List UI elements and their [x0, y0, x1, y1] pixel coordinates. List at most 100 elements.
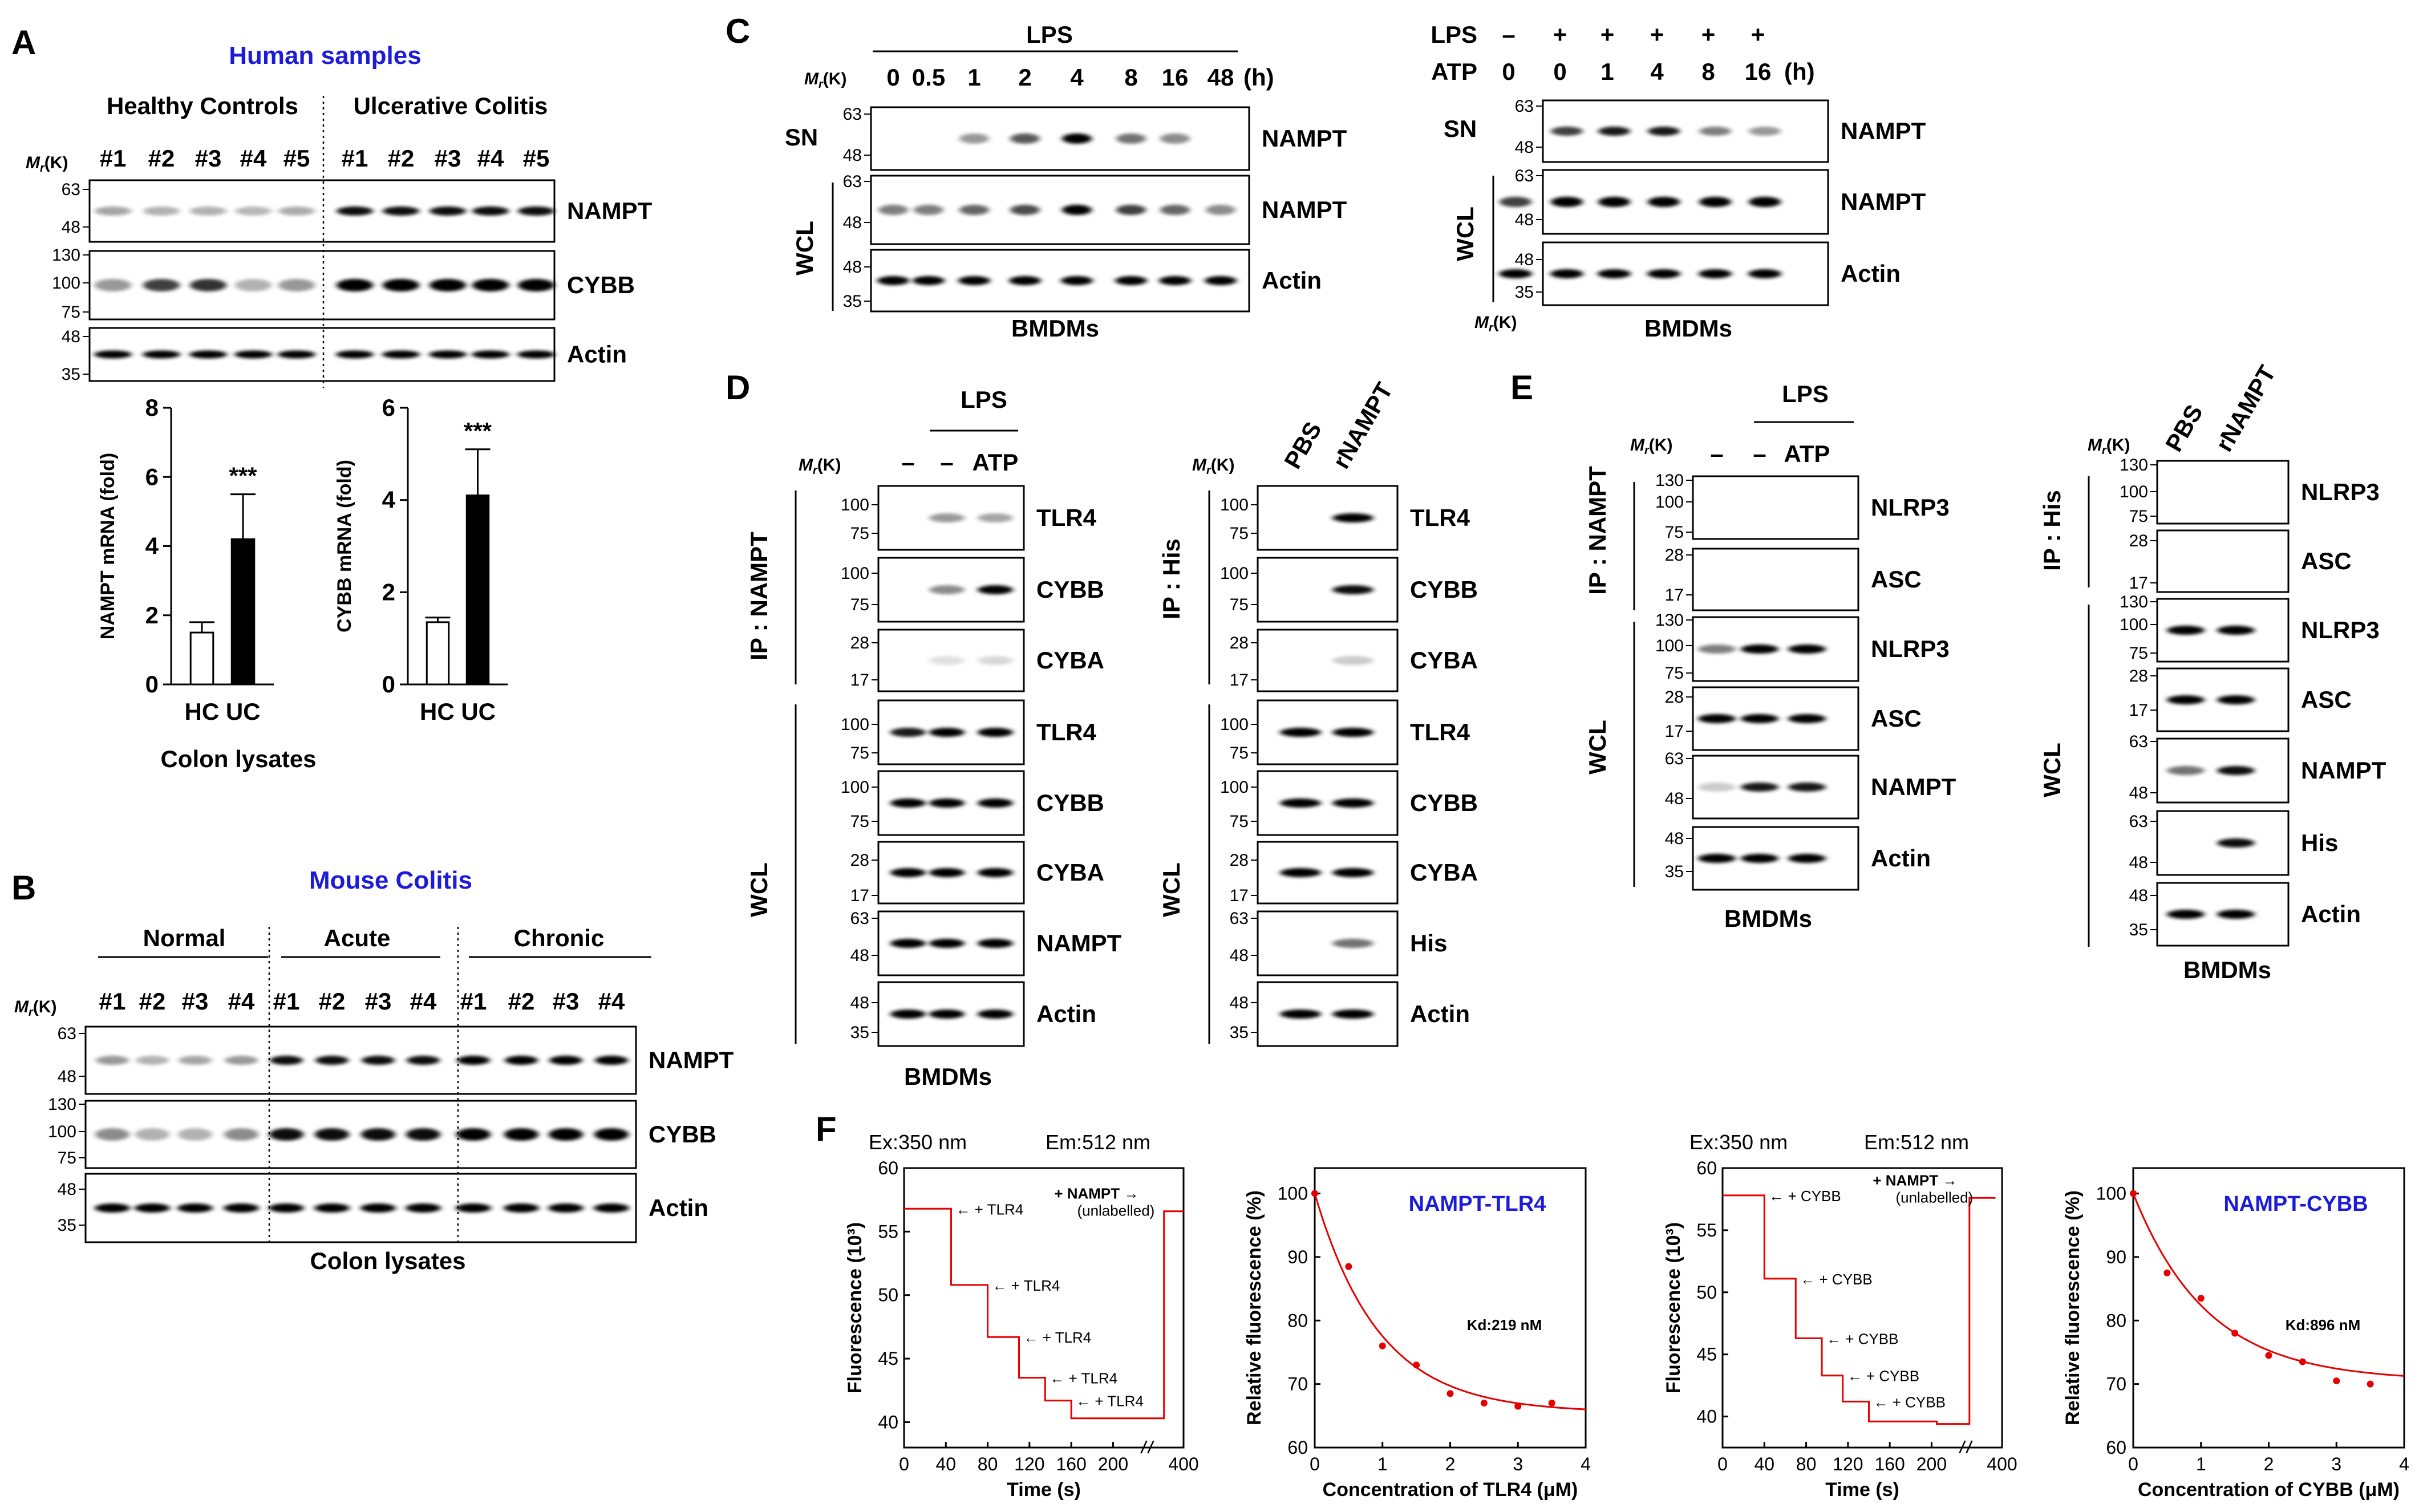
bar-chart-1-significance: *** — [464, 417, 492, 444]
binding-chart-3-data-point — [1446, 1390, 1454, 1397]
panel-c-right-actin-band — [1699, 269, 1732, 278]
panel-d-right-blot-4-marker-label: 75 — [1230, 812, 1249, 831]
panel-d-right-blot-0-frame — [1257, 485, 1399, 551]
binding-chart-5-data-point — [2163, 1269, 2171, 1276]
panel-d-left-blot-4-band — [978, 798, 1013, 808]
panel-b-actin-band — [314, 1203, 350, 1213]
step-chart-4-x-tick-label: 200 — [1916, 1454, 1947, 1474]
panel-d-right-blot-5-marker-label: 28 — [1230, 851, 1249, 870]
panel-b-nampt-band — [595, 1056, 628, 1065]
panel-b-nampt-band — [362, 1056, 395, 1065]
panel-d-right-blot-5-band — [1332, 868, 1373, 877]
panel-b-nampt-band — [270, 1056, 303, 1065]
panel-a-actin-band — [472, 350, 509, 359]
panel-d-right-blot-7-protein-label: Actin — [1410, 1000, 1470, 1027]
panel-c-sn-nampt-protein-label: NAMPT — [1262, 125, 1347, 152]
panel-b-lane-label: #2 — [139, 988, 166, 1015]
step-chart-2-axis-break — [1140, 1440, 1148, 1454]
bar-chart-0-y-tick-label: 8 — [145, 394, 159, 421]
panel-e-left-blot-1-frame — [1692, 548, 1859, 611]
panel-c-right-actin-band — [1748, 269, 1781, 278]
panel-d-right-blot-2-marker-label: 28 — [1230, 634, 1249, 652]
panel-e-right-blot-2-marker-label: 100 — [2120, 615, 2148, 634]
panel-e-lps: LPS — [1782, 380, 1829, 407]
panel-c-right-wcl-nampt-frame — [1542, 169, 1829, 235]
step-chart-2-nampt-label: + NAMPT → — [1054, 1185, 1138, 1202]
panel-b-footer: Colon lysates — [310, 1247, 465, 1274]
step-chart-2-addition-label: ← + TLR4 — [955, 1201, 1023, 1218]
panel-c-right-actin-band — [1499, 269, 1532, 278]
panel-d-left-blot-4-band — [929, 798, 965, 808]
panel-c-sn-nampt-frame — [870, 106, 1250, 171]
step-chart-4-y-tick-label: 40 — [1696, 1406, 1717, 1427]
panel-b-lane-label: #1 — [460, 988, 487, 1015]
panel-c-actin-band — [1205, 276, 1237, 285]
panel-a-nampt-band — [278, 206, 315, 216]
panel-d-left-blot-6-marker-label: 48 — [850, 946, 869, 965]
panel-b-actin-band — [456, 1203, 491, 1213]
panel-c-right-atp-value: 0 — [1553, 58, 1566, 85]
binding-chart-5-data-point — [2265, 1352, 2272, 1359]
panel-e-footer: BMDMs — [1724, 905, 1812, 932]
panel-d-left-wcl: WCL — [745, 862, 772, 917]
binding-chart-3-data-point — [1345, 1263, 1352, 1270]
panel-c-wcl-nampt-band — [959, 205, 989, 215]
panel-a-nampt-band — [518, 206, 554, 216]
bar-chart-0-y-tick-label: 6 — [145, 463, 159, 490]
panel-e-right-blot-1-marker-label: 28 — [2129, 532, 2148, 550]
panel-b-letter: B — [11, 869, 36, 907]
bar-chart-1-y-tick-label: 2 — [382, 578, 395, 605]
step-chart-2-x-tick-label: 0 — [899, 1454, 909, 1474]
panel-d-right-blot-0-marker-label: 100 — [1220, 496, 1249, 514]
panel-a-nampt-marker-label: 63 — [62, 180, 80, 199]
panel-d-left-blot-2-band — [929, 656, 965, 665]
step-chart-2-x-tick-label: 120 — [1014, 1454, 1044, 1474]
panel-d-left-blot-4-marker-label: 100 — [841, 778, 869, 797]
panel-a-nampt-band — [383, 206, 419, 216]
panel-a-actin-band — [336, 350, 374, 359]
panel-a-nampt-protein-label: NAMPT — [567, 197, 653, 224]
panel-b-actin-band — [548, 1203, 584, 1213]
panel-d-right-blot-3-frame — [1257, 699, 1399, 765]
panel-e-right-footer: BMDMs — [2183, 956, 2271, 983]
panel-e-left-wcl: WCL — [1584, 720, 1611, 775]
panel-e-left-blot-1-protein-label: ASC — [1871, 566, 1922, 593]
panel-b-nampt-band — [407, 1056, 440, 1065]
panel-d-lps: LPS — [961, 386, 1007, 413]
panel-c-wcl-nampt-band — [1062, 205, 1092, 215]
panel-b-group-normal: Normal — [143, 925, 226, 951]
panel-c-actin-band — [958, 276, 990, 285]
panel-c-sn-label: SN — [785, 124, 818, 151]
panel-a-nampt-band — [95, 206, 131, 216]
panel-a-actin-band — [189, 350, 227, 359]
step-chart-2-y-label: Fluorescence (10³) — [844, 1222, 866, 1393]
panel-c-actin-marker-label: 48 — [843, 258, 862, 277]
panel-b-cybb-band — [594, 1128, 629, 1141]
panel-c-right-actin-marker-label: 48 — [1515, 250, 1534, 269]
panel-b-actin-marker-label: 48 — [58, 1180, 76, 1199]
panel-e-left-blot-5-protein-label: Actin — [1871, 845, 1931, 871]
panel-e-right-blot-6-protein-label: Actin — [2301, 901, 2361, 927]
panel-a-lane-label: #1 — [342, 145, 368, 172]
panel-e-left-blot-3-marker-label: 17 — [1665, 722, 1684, 741]
panel-a-footer: Colon lysates — [160, 745, 316, 772]
bar-chart-1-y-tick-label: 6 — [382, 394, 395, 421]
panel-e-right-blot-5-marker-label: 48 — [2129, 853, 2148, 872]
panel-b-lane-label: #4 — [228, 988, 255, 1015]
panel-a-nampt-band — [143, 206, 180, 216]
panel-c-right-actin-marker-label: 35 — [1515, 283, 1534, 302]
panel-a-nampt-band — [337, 206, 373, 216]
panel-e-left-blot-5-band — [1788, 854, 1826, 863]
panel-c-right-atp-value: 1 — [1600, 58, 1614, 85]
panel-c-right-wcl-nampt-band — [1500, 197, 1531, 207]
panel-d-right-pbs: PBS — [1279, 417, 1327, 473]
panel-d-left-blot-5-band — [978, 868, 1013, 877]
panel-b-actin-band — [135, 1203, 170, 1213]
panel-d-left-blot-5-marker-label: 28 — [850, 851, 869, 870]
panel-a-group-healthy: Healthy Controls — [107, 92, 298, 119]
bar-chart-0-y-tick-label: 0 — [145, 671, 159, 698]
panel-b-cybb-band — [549, 1128, 583, 1141]
panel-e-left-blot-0-protein-label: NLRP3 — [1871, 494, 1950, 521]
panel-d-left-blot-3-band — [978, 728, 1013, 737]
